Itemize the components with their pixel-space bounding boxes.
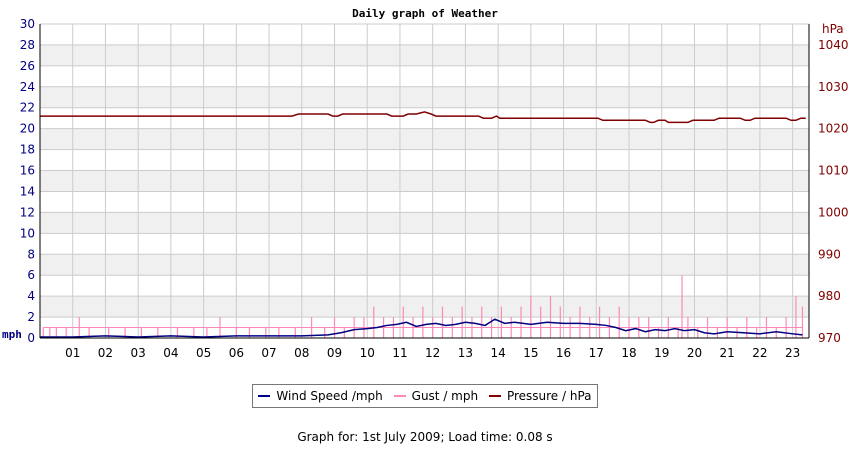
x-tick-label: 14: [490, 346, 505, 360]
y-left-tick-label: 28: [20, 38, 35, 52]
y-right-tick-label: 1020: [818, 122, 849, 136]
wind-swatch: [258, 395, 271, 397]
y-right-tick-label: 1010: [818, 164, 849, 178]
axis-labels: 0246810121416182022242628309709809901000…: [2, 17, 849, 360]
x-tick-label: 06: [229, 346, 244, 360]
wind-speed-line: [40, 318, 803, 338]
grid-band: [40, 296, 809, 318]
y-left-tick-label: 2: [27, 310, 35, 324]
wind-speed-series: [40, 318, 803, 338]
y-right-tick-label: 990: [818, 247, 841, 261]
y-left-tick-label: 26: [20, 59, 35, 73]
grid-band: [40, 254, 809, 276]
x-tick-label: 03: [131, 346, 146, 360]
y-left-tick-label: 24: [20, 80, 35, 94]
x-tick-label: 16: [556, 346, 571, 360]
grid-band: [40, 128, 809, 150]
grid-band: [40, 86, 809, 108]
legend-gust-label: Gust / mph: [411, 389, 479, 403]
y-right-tick-label: 1000: [818, 205, 849, 219]
grid-lines: [39, 23, 809, 339]
legend-pressure-label: Pressure / hPa: [506, 389, 592, 403]
y-left-tick-label: 16: [20, 164, 35, 178]
grid-band: [40, 212, 809, 234]
pressure-line: [40, 111, 806, 124]
x-tick-label: 13: [458, 346, 473, 360]
pressure-swatch: [488, 395, 501, 397]
y-left-unit: mph: [2, 328, 22, 341]
x-tick-label: 11: [392, 346, 407, 360]
chart-legend: Wind Speed /mph Gust / mph Pressure / hP…: [252, 384, 598, 408]
x-tick-label: 09: [327, 346, 342, 360]
x-tick-label: 12: [425, 346, 440, 360]
x-tick-label: 01: [65, 346, 80, 360]
legend-item-wind: Wind Speed /mph: [258, 389, 383, 403]
y-left-tick-label: 6: [27, 268, 35, 282]
x-tick-label: 18: [621, 346, 636, 360]
x-tick-label: 02: [98, 346, 113, 360]
y-right-tick-label: 980: [818, 289, 841, 303]
chart-title: Daily graph of Weather: [352, 7, 498, 20]
footer-text: Graph for: 1st July 2009; Load time: 0.0…: [297, 430, 553, 444]
gust-swatch: [393, 395, 406, 397]
x-tick-label: 19: [654, 346, 669, 360]
y-left-tick-label: 12: [20, 205, 35, 219]
pressure-series: [40, 111, 806, 124]
background-bands: [40, 44, 809, 318]
x-tick-label: 15: [523, 346, 538, 360]
x-tick-label: 04: [163, 346, 178, 360]
legend-wind-label: Wind Speed /mph: [276, 389, 383, 403]
x-tick-label: 08: [294, 346, 309, 360]
y-left-tick-label: 22: [20, 101, 35, 115]
x-tick-label: 10: [360, 346, 375, 360]
grid-band: [40, 170, 809, 192]
grid-band: [40, 44, 809, 66]
y-left-tick-label: 30: [20, 17, 35, 31]
x-tick-label: 05: [196, 346, 211, 360]
legend-item-pressure: Pressure / hPa: [488, 389, 592, 403]
x-tick-label: 20: [687, 346, 702, 360]
x-tick-label: 21: [720, 346, 735, 360]
x-tick-label: 17: [589, 346, 604, 360]
y-left-tick-label: 0: [27, 331, 35, 345]
y-left-tick-label: 8: [27, 247, 35, 261]
y-left-tick-label: 14: [20, 184, 35, 198]
y-right-tick-label: 1040: [818, 38, 849, 52]
x-tick-label: 23: [785, 346, 800, 360]
x-tick-label: 22: [752, 346, 767, 360]
y-left-tick-label: 10: [20, 226, 35, 240]
axes: [39, 24, 810, 339]
y-right-tick-label: 1030: [818, 80, 849, 94]
y-left-tick-label: 4: [27, 289, 35, 303]
y-right-tick-label: 970: [818, 331, 841, 345]
y-left-tick-label: 20: [20, 122, 35, 136]
y-right-unit: hPa: [822, 22, 844, 36]
weather-chart: Daily graph of Weather 02468101214161820…: [2, 7, 849, 360]
x-tick-label: 07: [261, 346, 276, 360]
y-left-tick-label: 18: [20, 143, 35, 157]
legend-item-gust: Gust / mph: [393, 389, 479, 403]
